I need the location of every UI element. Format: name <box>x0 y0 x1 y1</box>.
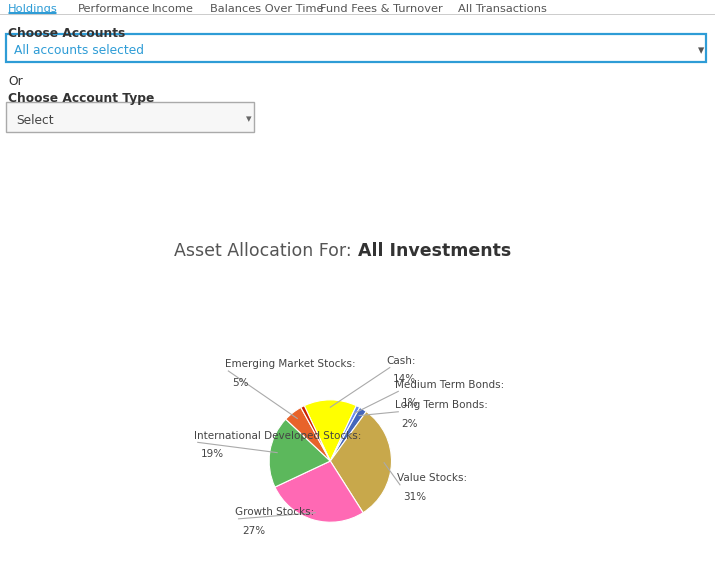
Text: Or: Or <box>8 75 23 88</box>
Text: Performance: Performance <box>78 4 150 14</box>
Wedge shape <box>269 419 330 487</box>
Text: Choose Accounts: Choose Accounts <box>8 27 125 40</box>
Text: Choose Account Type: Choose Account Type <box>8 92 154 105</box>
Wedge shape <box>275 461 363 522</box>
Text: 2%: 2% <box>402 419 418 429</box>
Wedge shape <box>305 400 356 461</box>
Text: Balances Over Time: Balances Over Time <box>210 4 323 14</box>
Text: Holdings: Holdings <box>8 4 58 14</box>
Text: Growth Stocks:: Growth Stocks: <box>235 507 315 517</box>
Text: Asset Allocation For:: Asset Allocation For: <box>174 242 358 260</box>
Text: All accounts selected: All accounts selected <box>14 44 144 57</box>
Wedge shape <box>330 405 360 461</box>
Wedge shape <box>330 412 392 513</box>
Text: 27%: 27% <box>242 525 265 535</box>
Text: All Transactions: All Transactions <box>458 4 547 14</box>
Text: 5%: 5% <box>232 378 248 388</box>
Wedge shape <box>286 407 330 461</box>
Text: ▾: ▾ <box>698 44 704 57</box>
Text: International Developed Stocks:: International Developed Stocks: <box>194 430 362 441</box>
Text: 14%: 14% <box>393 374 416 385</box>
Text: Value Stocks:: Value Stocks: <box>397 473 467 483</box>
Text: 19%: 19% <box>201 449 225 459</box>
Text: Income: Income <box>152 4 194 14</box>
Text: Cash:: Cash: <box>386 356 416 366</box>
Text: 1%: 1% <box>402 398 418 408</box>
Text: Select: Select <box>16 114 54 127</box>
Text: All Investments: All Investments <box>358 242 511 260</box>
Text: Long Term Bonds:: Long Term Bonds: <box>395 400 488 410</box>
Text: Medium Term Bonds:: Medium Term Bonds: <box>395 380 504 390</box>
FancyBboxPatch shape <box>6 34 706 62</box>
FancyBboxPatch shape <box>6 102 254 132</box>
Text: ▾: ▾ <box>247 114 252 124</box>
Wedge shape <box>330 407 366 461</box>
Text: Emerging Market Stocks:: Emerging Market Stocks: <box>225 359 355 369</box>
Wedge shape <box>301 405 330 461</box>
Text: Fund Fees & Turnover: Fund Fees & Turnover <box>320 4 443 14</box>
Text: 31%: 31% <box>403 492 427 502</box>
